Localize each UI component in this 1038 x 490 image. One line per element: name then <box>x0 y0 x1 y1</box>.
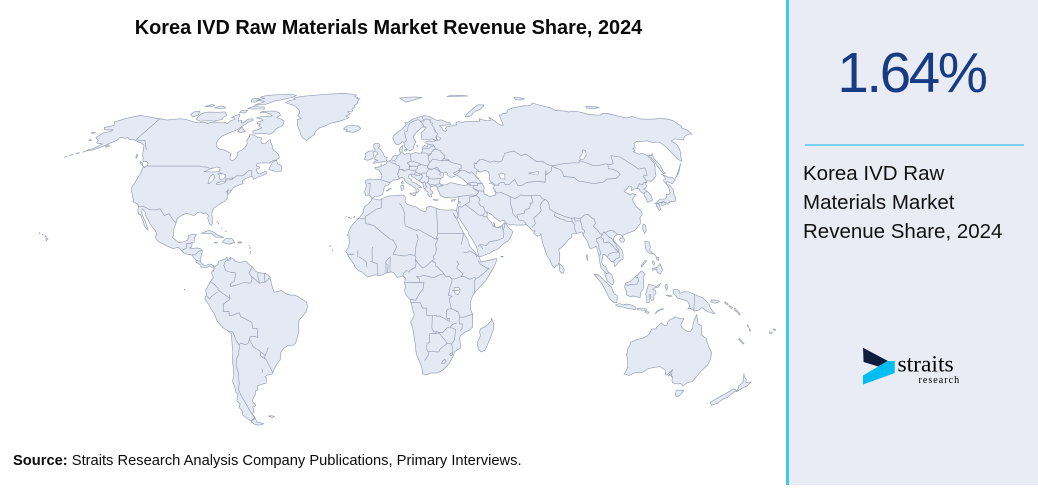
svg-text:straits: straits <box>898 352 954 378</box>
svg-text:research: research <box>919 375 961 386</box>
